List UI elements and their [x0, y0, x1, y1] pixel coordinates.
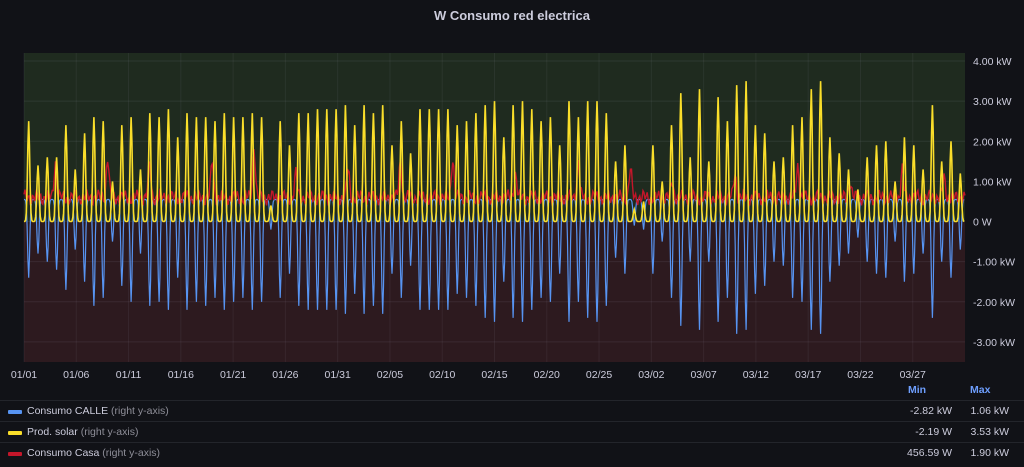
x-tick-label: 01/21	[220, 369, 246, 380]
legend-max-value: 3.53 kW	[970, 426, 1009, 438]
x-tick-label: 02/10	[429, 369, 455, 380]
legend-swatch-consumo-calle	[8, 410, 22, 414]
legend-series-name: Consumo CALLE	[27, 405, 109, 417]
x-tick-label: 01/31	[325, 369, 351, 380]
legend-series-label[interactable]: Consumo CALLE (right y-axis)	[27, 405, 169, 417]
legend-max-value: 1.06 kW	[970, 405, 1009, 417]
x-tick-label: 03/07	[690, 369, 716, 380]
legend-min-value: -2.19 W	[915, 426, 952, 438]
legend-series-name: Prod. solar	[27, 426, 78, 438]
x-tick-label: 02/15	[481, 369, 507, 380]
y-tick-label: -1.00 kW	[973, 257, 1015, 269]
x-tick-label: 03/02	[638, 369, 664, 380]
panel-title[interactable]: W Consumo red electrica	[433, 8, 591, 23]
y-tick-label: 3.00 kW	[973, 96, 1012, 108]
legend-axis-note: (right y-axis)	[80, 426, 139, 438]
legend-swatch-prod-solar	[8, 431, 22, 435]
series-line-prod-solar	[23, 81, 965, 223]
y-tick-label: 1.00 kW	[973, 176, 1012, 188]
legend-swatch-consumo-casa	[8, 452, 22, 456]
y-tick-label: 4.00 kW	[973, 56, 1012, 68]
legend-row-consumo-calle[interactable]: Consumo CALLE (right y-axis) -2.82 kW 1.…	[0, 400, 1024, 422]
threshold-region-positive	[24, 53, 965, 222]
legend-min-value: -2.82 kW	[909, 405, 952, 417]
legend-max-header[interactable]: Max	[970, 384, 991, 396]
legend-max-value: 1.90 kW	[970, 447, 1009, 459]
x-tick-label: 01/16	[168, 369, 194, 380]
series-line-consumo-casa	[23, 149, 966, 207]
y-tick-label: -2.00 kW	[973, 297, 1015, 309]
x-tick-label: 02/20	[534, 369, 560, 380]
threshold-region-negative	[24, 221, 965, 362]
legend-series-label[interactable]: Prod. solar (right y-axis)	[27, 426, 138, 438]
legend-series-name: Consumo Casa	[27, 447, 100, 459]
legend-row-consumo-casa[interactable]: Consumo Casa (right y-axis) 456.59 W 1.9…	[0, 442, 1024, 464]
x-tick-label: 02/05	[377, 369, 403, 380]
y-tick-label: 2.00 kW	[973, 136, 1012, 148]
legend-min-value: 456.59 W	[907, 447, 952, 459]
x-tick-label: 01/01	[11, 369, 37, 380]
x-tick-label: 01/06	[63, 369, 89, 380]
legend-series-label[interactable]: Consumo Casa (right y-axis)	[27, 447, 160, 459]
x-tick-label: 01/26	[272, 369, 298, 380]
legend-axis-note: (right y-axis)	[102, 447, 161, 459]
y-tick-label: 0 W	[973, 217, 992, 229]
x-tick-label: 01/11	[116, 369, 142, 380]
legend-axis-note: (right y-axis)	[111, 405, 169, 417]
x-tick-label: 03/12	[743, 369, 769, 380]
x-tick-label: 03/27	[900, 369, 926, 380]
legend-min-header[interactable]: Min	[908, 384, 927, 396]
legend-row-prod-solar[interactable]: Prod. solar (right y-axis) -2.19 W 3.53 …	[0, 421, 1024, 443]
y-tick-label: -3.00 kW	[973, 337, 1015, 349]
chart-svg[interactable]: 4.00 kW 3.00 kW 2.00 kW 1.00 kW 0 W -1.00 kW -…	[0, 0, 1024, 380]
x-tick-label: 03/22	[847, 369, 873, 380]
x-tick-label: 02/25	[586, 369, 612, 380]
x-tick-label: 03/17	[795, 369, 821, 380]
